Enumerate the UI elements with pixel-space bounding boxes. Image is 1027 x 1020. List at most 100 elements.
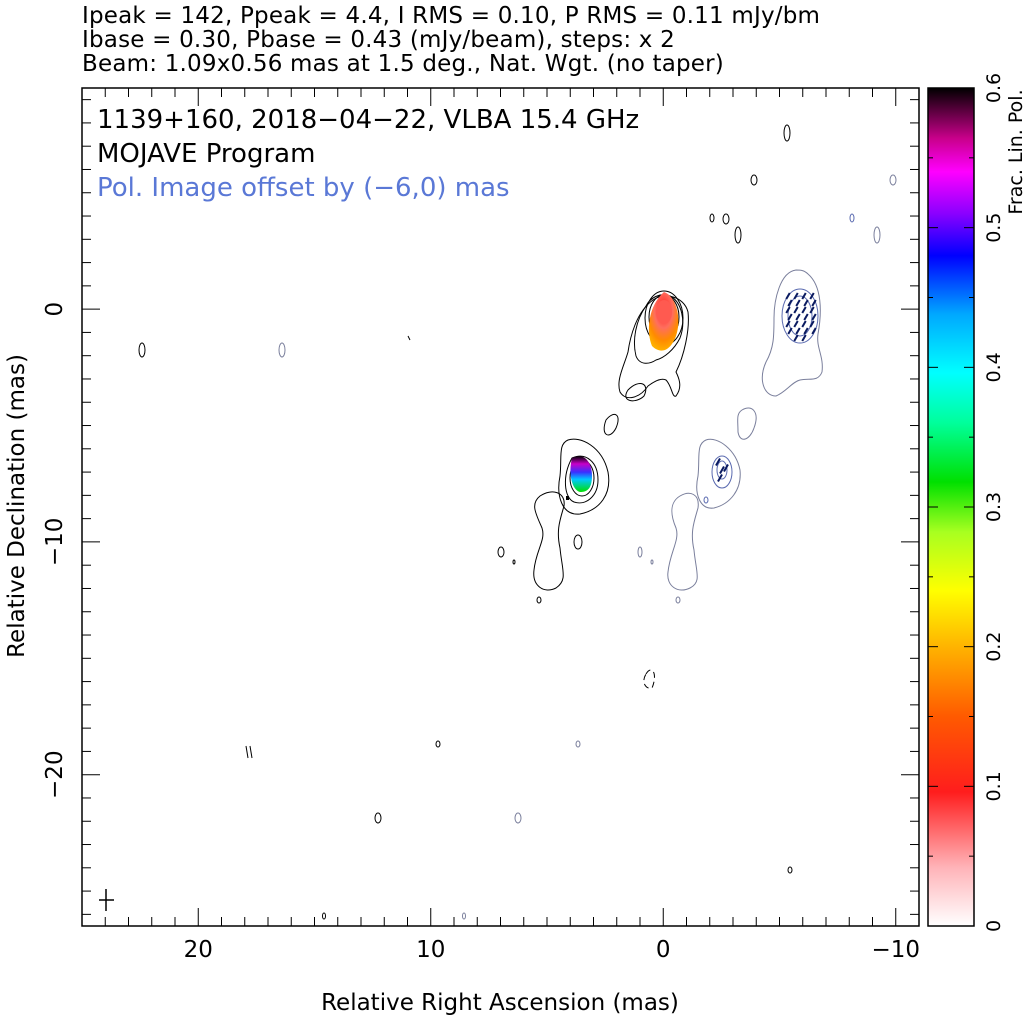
noise-contour (512, 559, 516, 565)
evpa-stick (793, 320, 799, 328)
evpa-stick (809, 306, 815, 314)
pol-noise-contour (514, 812, 522, 824)
noise-contour (734, 226, 742, 244)
pol-knot-contour-outer (696, 438, 741, 509)
pol-core-contour-outer (761, 269, 823, 397)
noise-contour (374, 812, 382, 824)
evpa-stick (811, 327, 817, 335)
evpa-stick (785, 292, 791, 300)
evpa-stick (787, 313, 793, 321)
pol-noise-contour (650, 559, 654, 565)
evpa-stick (801, 320, 807, 328)
pol-noise-contour (703, 496, 709, 504)
evpa-stick (785, 306, 791, 314)
knot-pol-pixel (566, 496, 569, 500)
axis-ticks (82, 88, 920, 926)
pol-noise-contour (637, 546, 643, 558)
blob-contour (573, 534, 583, 550)
noise-contour (497, 546, 505, 558)
axis-tick-labels: 20 10 0 −10 0 −10 −20 (42, 302, 920, 963)
noise-contour (138, 342, 146, 358)
jet-contour-b (603, 413, 619, 436)
noise-contour (536, 596, 542, 604)
evpa-stick (795, 327, 801, 335)
header-line-1: Ipeak = 142, Ppeak = 4.4, I RMS = 0.10, … (82, 3, 821, 29)
evpa-stick (803, 313, 809, 321)
evpa-stick (811, 299, 817, 307)
evpa-stick (785, 320, 791, 328)
noise-contour (407, 335, 411, 341)
pol-core-contour-2 (781, 288, 819, 344)
knot-pol-fill (570, 456, 592, 492)
pol-noise-contour (873, 226, 881, 244)
colorbar-tick-label: 0 (983, 920, 1005, 932)
colorbar-ticks: 0 0.1 0.2 0.3 0.4 0.5 0.6 (928, 73, 1005, 932)
plot-frame (81, 87, 920, 927)
pol-knot-contour-3 (716, 460, 728, 480)
plot-border (81, 87, 920, 927)
evpa-stick (803, 299, 809, 307)
pol-jet-contour (737, 407, 757, 440)
pol-extended-contour (667, 492, 699, 591)
colorbar-tick-label: 0.4 (983, 352, 1005, 382)
evpa-stick (801, 306, 807, 314)
evpa-stick (801, 334, 807, 342)
noise-contour (709, 213, 715, 223)
noise-contour (722, 213, 730, 225)
colorbar-tick-label: 0.1 (983, 771, 1005, 801)
polarization-contours (278, 174, 897, 920)
plot-title-line-1: 1139+160, 2018−04−22, VLBA 15.4 GHz (97, 105, 639, 135)
colorbar-tick-label: 0.5 (983, 213, 1005, 243)
x-tick-label: −10 (871, 937, 920, 963)
evpa-stick (793, 334, 799, 342)
noise-contour (435, 740, 441, 748)
noise-contour (750, 174, 758, 186)
evpa-stick (809, 320, 815, 328)
pol-noise-contour (675, 596, 681, 604)
y-tick-label: −20 (42, 750, 68, 799)
evpa-stick (803, 327, 809, 335)
knot-contour-2 (565, 455, 599, 504)
evpa-stick (795, 299, 801, 307)
knot-contour-outer (558, 438, 610, 515)
y-tick-label: −10 (42, 518, 68, 567)
evpa-stick (809, 292, 815, 300)
x-axis-label: Relative Right Ascension (mas) (321, 990, 679, 1016)
noise-contour (245, 745, 253, 759)
colorbar-tick-label: 0.2 (983, 632, 1005, 662)
evpa-stick (811, 313, 817, 321)
evpa-stick (793, 292, 799, 300)
noise-contour (643, 669, 655, 689)
evpa-stick (787, 327, 793, 335)
header-line-3: Beam: 1.09x0.56 mas at 1.5 deg., Nat. Wg… (82, 51, 724, 77)
evpa-stick (719, 466, 725, 474)
extended-contour (533, 491, 565, 591)
header-line-2: Ibase = 0.30, Pbase = 0.43 (mJy/beam), s… (82, 27, 675, 53)
core-contour-outer (618, 295, 689, 399)
evpa-stick (787, 299, 793, 307)
core-pol-fill-peak (656, 300, 672, 324)
noise-contour (787, 866, 793, 874)
y-tick-label: 0 (42, 302, 68, 317)
pol-knot-contour-2 (711, 455, 733, 489)
evpa-stick (801, 292, 807, 300)
pol-noise-contour (889, 174, 897, 186)
colorbar-tick-label: 0.6 (983, 73, 1005, 103)
pol-noise-contour (849, 213, 855, 223)
plot-title-line-2: MOJAVE Program (97, 139, 315, 169)
evpa-vectors (715, 292, 817, 482)
evpa-stick (717, 474, 723, 482)
x-tick-label: 0 (656, 937, 671, 963)
fractional-polarization-fill (566, 292, 679, 500)
colorbar-label: Frac. Lin. Pol. (1005, 89, 1027, 214)
colorbar-tick-label: 0.3 (983, 492, 1005, 522)
y-axis-label: Relative Declination (mas) (4, 354, 30, 658)
evpa-stick (723, 464, 729, 472)
x-tick-label: 20 (184, 937, 213, 963)
beam-marker (99, 889, 114, 911)
pol-core-contour-3 (787, 295, 813, 337)
jet-contour-a (625, 382, 647, 402)
evpa-stick (793, 306, 799, 314)
pol-noise-contour (462, 912, 466, 920)
noise-contour (783, 124, 791, 142)
